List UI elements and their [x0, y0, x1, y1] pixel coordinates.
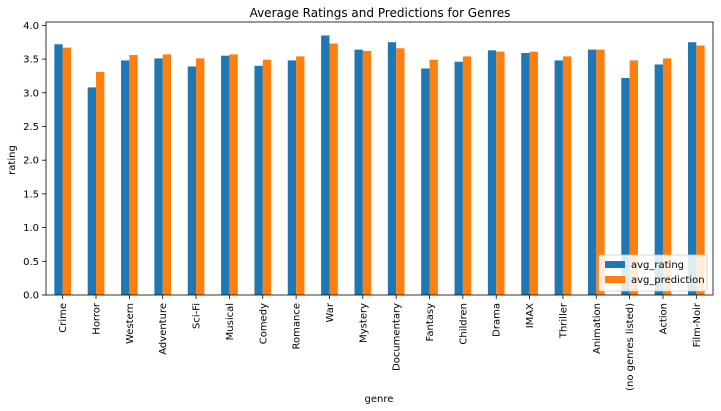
bar-avg-prediction — [329, 43, 338, 295]
bar-avg-rating — [87, 87, 97, 295]
bar-avg-rating — [621, 77, 630, 295]
x-tick-label: Fantasy — [425, 303, 436, 342]
y-tick-label: 0.0 — [23, 291, 39, 302]
x-tick-label: (no genres listed) — [625, 303, 636, 391]
bar-avg-rating — [421, 68, 430, 295]
y-tick-label: 3.0 — [23, 88, 39, 99]
bar-avg-prediction — [662, 58, 672, 296]
legend-swatch-avg-prediction — [605, 276, 625, 283]
x-tick-label: Action — [658, 303, 669, 334]
x-tick-label: Film-Noir — [692, 302, 703, 347]
x-tick-label: Horror — [92, 302, 103, 335]
y-axis-label: rating — [7, 145, 18, 175]
y-tick-label: 1.0 — [23, 223, 39, 234]
bar-avg-prediction — [529, 51, 538, 296]
x-tick-label: Sci-Fi — [192, 303, 203, 329]
bar-avg-rating — [354, 49, 363, 295]
y-tick-label: 3.5 — [23, 55, 39, 66]
bar-avg-prediction — [396, 48, 405, 296]
axes-frame — [45, 21, 714, 296]
bar-avg-rating — [554, 60, 563, 295]
bar-avg-prediction — [129, 55, 138, 295]
bar-avg-rating — [54, 44, 63, 295]
x-tick-label: War — [325, 302, 336, 322]
bar-avg-rating — [521, 53, 530, 295]
bar-avg-rating — [254, 65, 263, 295]
bar-avg-prediction — [96, 71, 105, 295]
bar-avg-rating — [387, 42, 397, 295]
bar-avg-rating — [454, 61, 463, 295]
plot-area: 0.0 0.5 1.0 1.5 2.0 2.5 3.0 3.5 4.0 Crime Horror We… — [23, 21, 714, 391]
x-tick-label: Drama — [492, 303, 503, 337]
chart-title: Average Ratings and Predictions for Genr… — [250, 6, 511, 20]
bar-avg-prediction — [362, 50, 372, 295]
bar-avg-prediction — [296, 56, 305, 295]
y-tick-label: 2.5 — [23, 122, 39, 133]
legend-box — [598, 254, 708, 292]
bar-avg-prediction — [196, 58, 205, 296]
y-tick-label: 0.5 — [23, 257, 39, 268]
x-axis-label: genre — [365, 394, 394, 405]
bar-avg-prediction — [562, 56, 572, 295]
x-tick-label: Adventure — [158, 303, 169, 355]
bar-avg-rating — [321, 35, 330, 296]
y-tick-label: 4.0 — [23, 21, 39, 32]
bar-avg-rating — [687, 42, 697, 295]
x-tick-label: Comedy — [258, 303, 269, 344]
y-tick-label: 2.0 — [23, 156, 39, 167]
bar-avg-rating — [154, 58, 163, 296]
bar-avg-prediction — [629, 60, 638, 295]
x-tick-label: Children — [458, 303, 469, 345]
bar-avg-prediction — [496, 51, 505, 296]
legend: avg_rating avg_prediction — [598, 254, 708, 292]
bar-avg-prediction — [262, 59, 272, 295]
bar-avg-rating — [221, 55, 230, 295]
bar-avg-rating — [587, 49, 597, 295]
bar-avg-prediction — [162, 54, 172, 295]
bar-avg-prediction — [229, 54, 238, 295]
x-tick-label: Animation — [592, 303, 603, 354]
bar-avg-prediction — [462, 56, 472, 295]
x-tick-label: Musical — [225, 303, 236, 340]
bar-avg-rating — [287, 60, 297, 295]
x-tick-label: Mystery — [358, 303, 369, 343]
legend-swatch-avg-rating — [605, 261, 625, 268]
legend-label-avg-prediction: avg_prediction — [631, 275, 705, 286]
legend-label-avg-rating: avg_rating — [631, 260, 684, 271]
x-tick-label: Romance — [292, 303, 303, 349]
y-tick-label: 1.5 — [23, 189, 39, 200]
x-tick-label: IMAX — [525, 303, 536, 328]
x-tick-label: Thriller — [558, 302, 569, 339]
bar-avg-rating — [187, 66, 197, 295]
bar-avg-rating — [121, 60, 130, 295]
x-tick-label: Crime — [58, 303, 69, 333]
bar-avg-prediction — [62, 47, 72, 296]
x-tick-label: Western — [125, 303, 136, 344]
bar-avg-prediction — [696, 45, 705, 296]
bar-avg-rating — [487, 50, 497, 295]
bar-avg-prediction — [596, 49, 605, 295]
bar-avg-prediction — [429, 59, 438, 295]
x-tick-label: Documentary — [392, 303, 403, 371]
bar-avg-rating — [654, 64, 663, 295]
